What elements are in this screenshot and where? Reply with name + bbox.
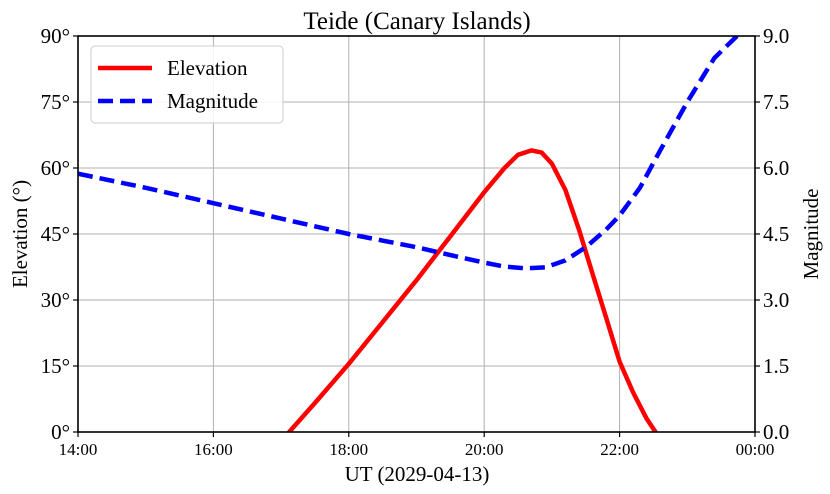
series-layer — [78, 36, 741, 432]
chart-title: Teide (Canary Islands) — [303, 8, 530, 35]
y-left-tick-label: 60° — [41, 156, 70, 180]
x-tick-label: 18:00 — [329, 440, 368, 459]
y-right-tick-label: 1.5 — [763, 354, 789, 378]
x-tick-label: 20:00 — [465, 440, 504, 459]
series-line-elevation — [286, 148, 658, 432]
y-left-tick-label: 90° — [41, 24, 70, 48]
y-left-tick-label: 15° — [41, 354, 70, 378]
x-tick-label: 00:00 — [736, 440, 775, 459]
y-axis-left-label: Elevation (°) — [8, 180, 32, 288]
legend-label-magnitude: Magnitude — [167, 89, 258, 113]
y-right-tick-label: 3.0 — [763, 288, 789, 312]
legend-label-elevation: Elevation — [167, 56, 248, 80]
legend-box — [90, 45, 284, 124]
y-left-tick-label: 45° — [41, 222, 70, 246]
y-right-tick-label: 0.0 — [763, 420, 789, 444]
x-axis-label: UT (2029-04-13) — [345, 462, 490, 486]
x-tick-label: 16:00 — [194, 440, 233, 459]
y-right-tick-label: 6.0 — [763, 156, 789, 180]
y-left-tick-label: 0° — [51, 420, 70, 444]
y-right-tick-label: 7.5 — [763, 90, 789, 114]
y-left-tick-label: 75° — [41, 90, 70, 114]
legend: Elevation Magnitude — [90, 45, 284, 124]
ticks: 14:00 16:00 18:00 20:00 22:00 00:00 0° 15° 30° 45… — [41, 24, 790, 459]
series-line-magnitude — [78, 36, 741, 271]
x-tick-label: 22:00 — [600, 440, 639, 459]
y-left-tick-label: 30° — [41, 288, 70, 312]
x-tick-label: 14:00 — [59, 440, 98, 459]
y-right-tick-label: 4.5 — [763, 222, 789, 246]
y-right-tick-label: 9.0 — [763, 24, 789, 48]
y-axis-right-label: Magnitude — [799, 189, 823, 280]
